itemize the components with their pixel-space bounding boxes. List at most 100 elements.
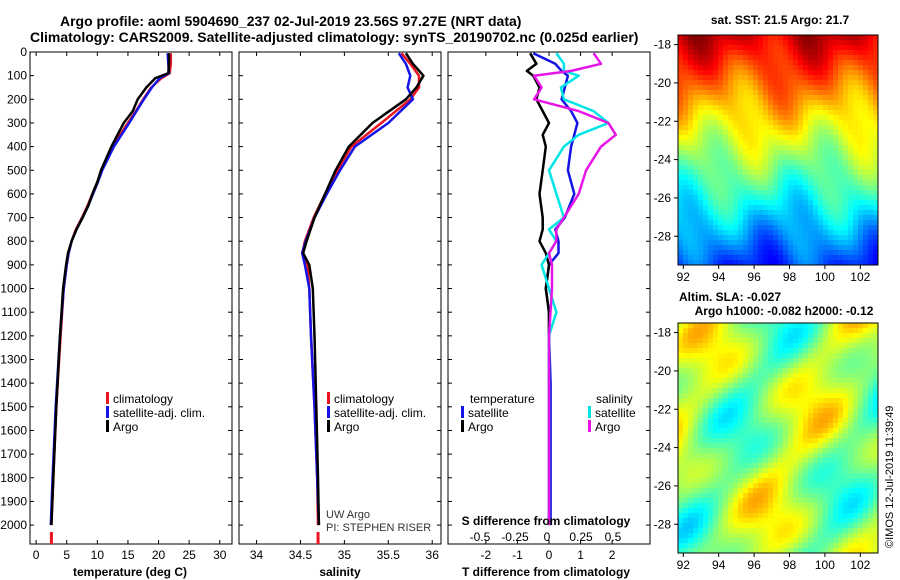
heatmap-cell bbox=[873, 105, 879, 111]
heatmap-cell bbox=[818, 343, 824, 349]
heatmap-cell bbox=[718, 548, 724, 554]
heatmap-cell bbox=[863, 398, 869, 404]
heatmap-cell bbox=[758, 403, 764, 409]
heatmap-cell bbox=[838, 155, 844, 161]
heatmap-cell bbox=[778, 70, 784, 76]
heatmap-cell bbox=[788, 70, 794, 76]
heatmap-cell bbox=[813, 60, 819, 66]
heatmap-cell bbox=[863, 458, 869, 464]
heatmap-cell bbox=[733, 408, 739, 414]
heatmap-cell bbox=[823, 503, 829, 509]
heatmap-cell bbox=[793, 433, 799, 439]
heatmap-cell bbox=[858, 413, 864, 419]
heatmap-cell bbox=[873, 110, 879, 116]
heatmap-cell bbox=[718, 65, 724, 71]
heatmap-cell bbox=[853, 250, 859, 256]
heatmap-cell bbox=[828, 40, 834, 46]
heatmap-cell bbox=[838, 145, 844, 151]
heatmap-cell bbox=[808, 438, 814, 444]
heatmap-cell bbox=[688, 458, 694, 464]
heatmap-cell bbox=[823, 190, 829, 196]
heatmap-cell bbox=[748, 443, 754, 449]
heatmap-cell bbox=[688, 413, 694, 419]
heatmap-cell bbox=[763, 195, 769, 201]
heatmap-cell bbox=[768, 448, 774, 454]
legend-swatch-s-argo bbox=[588, 420, 591, 432]
heatmap-cell bbox=[738, 438, 744, 444]
heatmap-cell bbox=[793, 448, 799, 454]
heatmap-cell bbox=[798, 343, 804, 349]
heatmap-cell bbox=[693, 503, 699, 509]
heatmap-cell bbox=[823, 235, 829, 241]
heatmap-cell bbox=[693, 483, 699, 489]
heatmap-cell bbox=[773, 40, 779, 46]
heatmap-cell bbox=[683, 85, 689, 91]
heatmap-cell bbox=[828, 513, 834, 519]
heatmap-cell bbox=[803, 195, 809, 201]
heatmap-cell bbox=[788, 200, 794, 206]
heatmap-cell bbox=[678, 200, 684, 206]
heatmap-cell bbox=[768, 60, 774, 66]
heatmap-cell bbox=[713, 513, 719, 519]
heatmap-cell bbox=[693, 60, 699, 66]
heatmap-cell bbox=[728, 150, 734, 156]
heatmap-cell bbox=[868, 323, 874, 329]
heatmap-cell bbox=[848, 413, 854, 419]
heatmap-cell bbox=[808, 548, 814, 554]
heatmap-cell bbox=[848, 383, 854, 389]
heatmap-cell bbox=[698, 478, 704, 484]
heatmap-cell bbox=[768, 493, 774, 499]
heatmap-cell bbox=[753, 115, 759, 121]
heatmap-cell bbox=[823, 448, 829, 454]
heatmap-cell bbox=[718, 195, 724, 201]
heatmap-cell bbox=[793, 443, 799, 449]
heatmap-cell bbox=[828, 388, 834, 394]
heatmap-cell bbox=[798, 353, 804, 359]
heatmap-cell bbox=[713, 503, 719, 509]
heatmap-cell bbox=[818, 393, 824, 399]
heatmap-cell bbox=[788, 503, 794, 509]
heatmap-cell bbox=[743, 358, 749, 364]
heatmap-cell bbox=[733, 255, 739, 261]
heatmap-cell bbox=[743, 130, 749, 136]
heatmap-cell bbox=[813, 473, 819, 479]
heatmap-cell bbox=[863, 508, 869, 514]
heatmap-cell bbox=[818, 503, 824, 509]
heatmap-cell bbox=[688, 200, 694, 206]
heatmap-cell bbox=[868, 473, 874, 479]
heatmap-cell bbox=[768, 115, 774, 121]
heatmap-cell bbox=[828, 548, 834, 554]
heatmap-cell bbox=[768, 368, 774, 374]
heatmap-cell bbox=[758, 518, 764, 524]
heatmap-cell bbox=[753, 368, 759, 374]
heatmap-cell bbox=[738, 215, 744, 221]
heatmap-cell bbox=[873, 75, 879, 81]
heatmap-cell bbox=[718, 533, 724, 539]
heatmap-cell bbox=[863, 468, 869, 474]
legend-label-climatology: climatology bbox=[334, 392, 394, 406]
heatmap-cell bbox=[698, 333, 704, 339]
heatmap-cell bbox=[863, 65, 869, 71]
heatmap-cell bbox=[868, 115, 874, 121]
heatmap-cell bbox=[693, 368, 699, 374]
heatmap-cell bbox=[683, 110, 689, 116]
heatmap-cell bbox=[763, 105, 769, 111]
heatmap-cell bbox=[713, 240, 719, 246]
heatmap-cell bbox=[803, 448, 809, 454]
heatmap-cell bbox=[748, 548, 754, 554]
heatmap-cell bbox=[698, 250, 704, 256]
heatmap-cell bbox=[848, 498, 854, 504]
heatmap-cell bbox=[828, 90, 834, 96]
heatmap-cell bbox=[718, 398, 724, 404]
heatmap-cell bbox=[773, 210, 779, 216]
heatmap-cell bbox=[728, 388, 734, 394]
heatmap-cell bbox=[833, 255, 839, 261]
heatmap-cell bbox=[838, 195, 844, 201]
heatmap-cell bbox=[813, 523, 819, 529]
heatmap-cell bbox=[713, 533, 719, 539]
heatmap-cell bbox=[858, 105, 864, 111]
heatmap-cell bbox=[773, 235, 779, 241]
heatmap-cell bbox=[713, 45, 719, 51]
heatmap-cell bbox=[818, 130, 824, 136]
heatmap-cell bbox=[813, 443, 819, 449]
